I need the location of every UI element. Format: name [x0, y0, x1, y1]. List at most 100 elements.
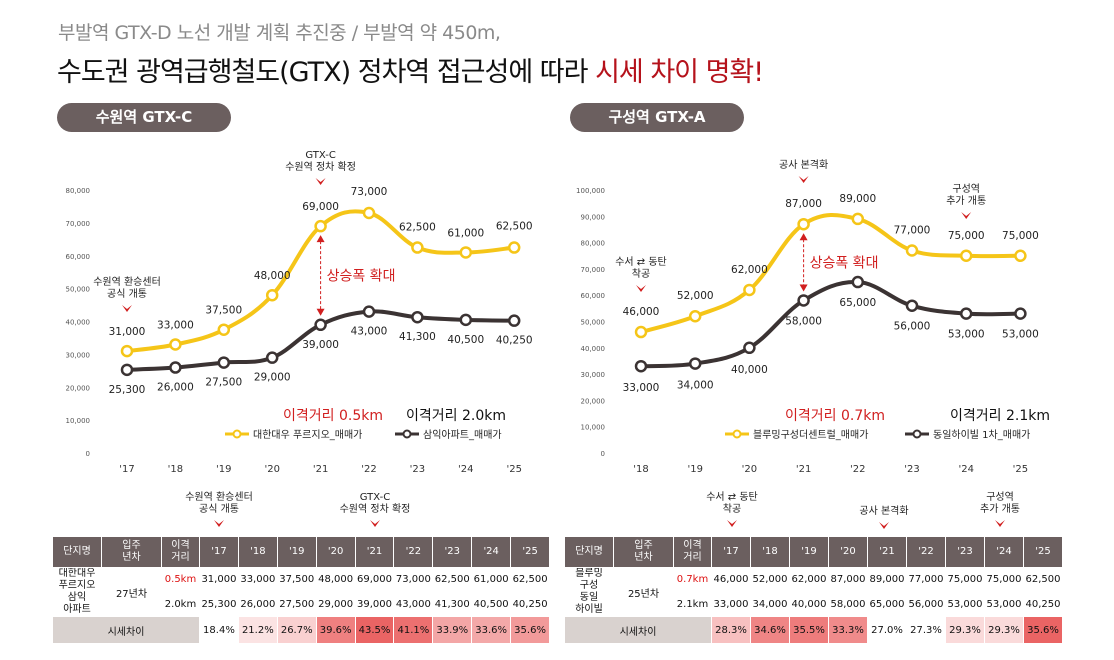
y-tick-label: 40,000	[581, 345, 606, 353]
x-tick-label: '19	[216, 464, 231, 475]
chevron-down-icon	[727, 520, 737, 527]
title-main: 수도권 광역급행철도(GTX) 정차역 접근성에 따라	[57, 57, 596, 88]
event-annotation: 수원역 환승센터	[93, 276, 161, 288]
price-cell: 62,000	[789, 567, 829, 593]
table-header-cell: '17	[199, 536, 239, 568]
y-tick-label: 0	[601, 450, 605, 458]
data-point	[411, 310, 424, 324]
data-label: 65,000	[839, 297, 876, 309]
table-event-annotation: 수서 ⇄ 동탄	[706, 491, 758, 503]
data-point	[743, 283, 756, 297]
price-diff-cell: 29.3%	[945, 616, 985, 644]
table-header-cell: '18	[237, 536, 278, 568]
price-cell: 41,300	[432, 591, 473, 617]
x-tick-label: '21	[796, 464, 811, 475]
table-header-cell: '22	[393, 536, 434, 568]
table-header-cell: '21	[354, 536, 395, 568]
table-header-row: 단지명 입주 년차 이격 거리 '17'18'19'20'21'22'23'24'25	[564, 536, 1063, 568]
data-label: 62,500	[496, 221, 533, 233]
x-tick-label: '23	[904, 464, 919, 475]
y-tick-label: 20,000	[66, 384, 91, 392]
x-tick-label: '23	[410, 464, 425, 475]
y-tick-label: 80,000	[66, 187, 91, 195]
y-tick-label: 70,000	[581, 266, 606, 274]
data-label: 56,000	[894, 321, 931, 333]
chevron-down-icon	[122, 305, 132, 312]
price-cell: 69,000	[354, 567, 395, 593]
data-label: 27,500	[205, 377, 242, 389]
table-header-cell: '24	[984, 536, 1024, 568]
data-point	[1014, 249, 1027, 262]
data-label: 53,000	[1002, 329, 1039, 341]
x-tick-label: '22	[361, 464, 376, 475]
data-label: 40,500	[447, 334, 484, 346]
distance-cell: 2.1km	[673, 591, 712, 617]
data-point	[217, 356, 231, 369]
price-cell: 40,000	[789, 591, 829, 617]
table-header-cell: '19	[276, 536, 317, 568]
price-cell: 73,000	[393, 567, 434, 593]
data-point	[1014, 307, 1027, 320]
distance-red-label: 이격거리 0.5km	[283, 408, 383, 424]
increase-label: 상승폭 확대	[327, 268, 396, 284]
increase-arrow-head	[799, 284, 808, 292]
price-diff-cell: 34.6%	[750, 616, 790, 644]
data-point	[507, 314, 521, 327]
table-header-cell: '24	[471, 536, 512, 568]
price-diff-cell: 18.4%	[199, 616, 239, 644]
data-label: 75,000	[1002, 230, 1039, 242]
price-cell: 48,000	[315, 567, 356, 593]
price-cell: 40,250	[510, 591, 551, 617]
price-diff-cell: 35.5%	[789, 616, 829, 644]
event-annotation: 수원역 정차 확정	[285, 161, 356, 173]
price-cell: 40,500	[471, 591, 512, 617]
price-cell: 62,500	[1023, 567, 1063, 593]
price-cell: 46,000	[711, 567, 751, 593]
chevron-down-icon	[879, 522, 889, 529]
data-point	[265, 351, 279, 364]
data-point	[851, 275, 865, 289]
event-annotation: 추가 개통	[946, 195, 986, 207]
data-label: 62,500	[399, 222, 436, 234]
data-point	[634, 325, 648, 339]
price-cell: 31,000	[199, 567, 239, 593]
data-point	[797, 217, 810, 231]
table-event-annotation: 추가 개통	[980, 503, 1020, 515]
series-line-gold	[639, 212, 1023, 335]
increase-arrow-head	[316, 308, 325, 316]
event-annotation: 구성역	[952, 183, 980, 195]
data-label: 87,000	[785, 198, 822, 210]
table-event-annotation: 구성역	[986, 491, 1014, 503]
years-since-cell: 25년차	[613, 567, 674, 617]
price-diff-cell: 27.0%	[867, 616, 907, 644]
price-cell: 25,300	[199, 591, 239, 617]
data-point	[959, 249, 973, 262]
distance-black-label: 이격거리 2.0km	[406, 408, 506, 424]
panel-pill-guseong: 구성역 GTX-A	[570, 103, 744, 132]
data-label: 58,000	[785, 315, 822, 327]
price-diff-cell: 43.5%	[354, 616, 395, 644]
chevron-down-icon	[798, 176, 809, 183]
data-point	[905, 299, 919, 312]
y-tick-label: 40,000	[66, 319, 91, 327]
increase-arrow-head	[799, 233, 808, 241]
data-label: 53,000	[948, 329, 985, 341]
distance-cell: 0.5km	[161, 567, 200, 593]
price-diff-label: 시세차이	[52, 616, 200, 644]
price-cell: 65,000	[867, 591, 907, 617]
table-header-cell: '20	[315, 536, 356, 568]
table-header-cell: '22	[906, 536, 946, 568]
legend-marker	[732, 429, 742, 439]
data-label: 40,250	[496, 335, 533, 347]
price-diff-cell: 27.3%	[906, 616, 946, 644]
subtitle: 부발역 GTX-D 노선 개발 계획 추진중 / 부발역 약 450m,	[58, 22, 501, 44]
table-header-cell: 이격 거리	[161, 536, 200, 568]
x-tick-label: '20	[742, 464, 757, 475]
table-header-cell: 입주 년차	[613, 536, 674, 568]
data-point	[217, 323, 231, 336]
data-point	[959, 307, 973, 320]
chevron-down-icon	[315, 178, 326, 185]
table-row: 블루밍 구성 동일 하이빌 25년차 0.7km 46,000 52,000 62,000 87,…	[564, 567, 1063, 617]
price-diff-cell: 29.3%	[984, 616, 1024, 644]
chevron-down-icon	[370, 520, 380, 527]
